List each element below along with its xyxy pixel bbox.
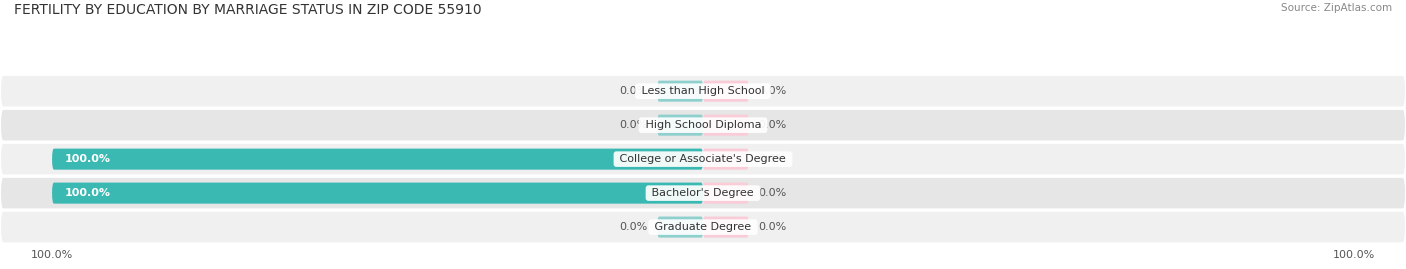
Text: Bachelor's Degree: Bachelor's Degree: [648, 188, 758, 198]
FancyBboxPatch shape: [52, 148, 703, 170]
FancyBboxPatch shape: [0, 211, 1406, 243]
FancyBboxPatch shape: [658, 217, 703, 238]
FancyBboxPatch shape: [703, 217, 748, 238]
FancyBboxPatch shape: [0, 177, 1406, 210]
Text: Source: ZipAtlas.com: Source: ZipAtlas.com: [1281, 3, 1392, 13]
Text: 0.0%: 0.0%: [758, 188, 786, 198]
Text: 100.0%: 100.0%: [65, 188, 111, 198]
FancyBboxPatch shape: [703, 148, 748, 170]
Text: Less than High School: Less than High School: [638, 86, 768, 96]
FancyBboxPatch shape: [52, 183, 703, 204]
Text: 0.0%: 0.0%: [620, 222, 648, 232]
FancyBboxPatch shape: [0, 109, 1406, 141]
FancyBboxPatch shape: [703, 115, 748, 136]
Text: 0.0%: 0.0%: [758, 86, 786, 96]
Text: College or Associate's Degree: College or Associate's Degree: [616, 154, 790, 164]
Text: 0.0%: 0.0%: [758, 120, 786, 130]
FancyBboxPatch shape: [0, 75, 1406, 108]
FancyBboxPatch shape: [658, 115, 703, 136]
Text: 0.0%: 0.0%: [758, 154, 786, 164]
Text: Graduate Degree: Graduate Degree: [651, 222, 755, 232]
FancyBboxPatch shape: [703, 183, 748, 204]
Text: 0.0%: 0.0%: [620, 120, 648, 130]
Text: 100.0%: 100.0%: [65, 154, 111, 164]
Text: High School Diploma: High School Diploma: [641, 120, 765, 130]
FancyBboxPatch shape: [0, 143, 1406, 175]
FancyBboxPatch shape: [658, 81, 703, 102]
Text: 0.0%: 0.0%: [620, 86, 648, 96]
FancyBboxPatch shape: [703, 81, 748, 102]
Text: 0.0%: 0.0%: [758, 222, 786, 232]
Text: FERTILITY BY EDUCATION BY MARRIAGE STATUS IN ZIP CODE 55910: FERTILITY BY EDUCATION BY MARRIAGE STATU…: [14, 3, 482, 17]
